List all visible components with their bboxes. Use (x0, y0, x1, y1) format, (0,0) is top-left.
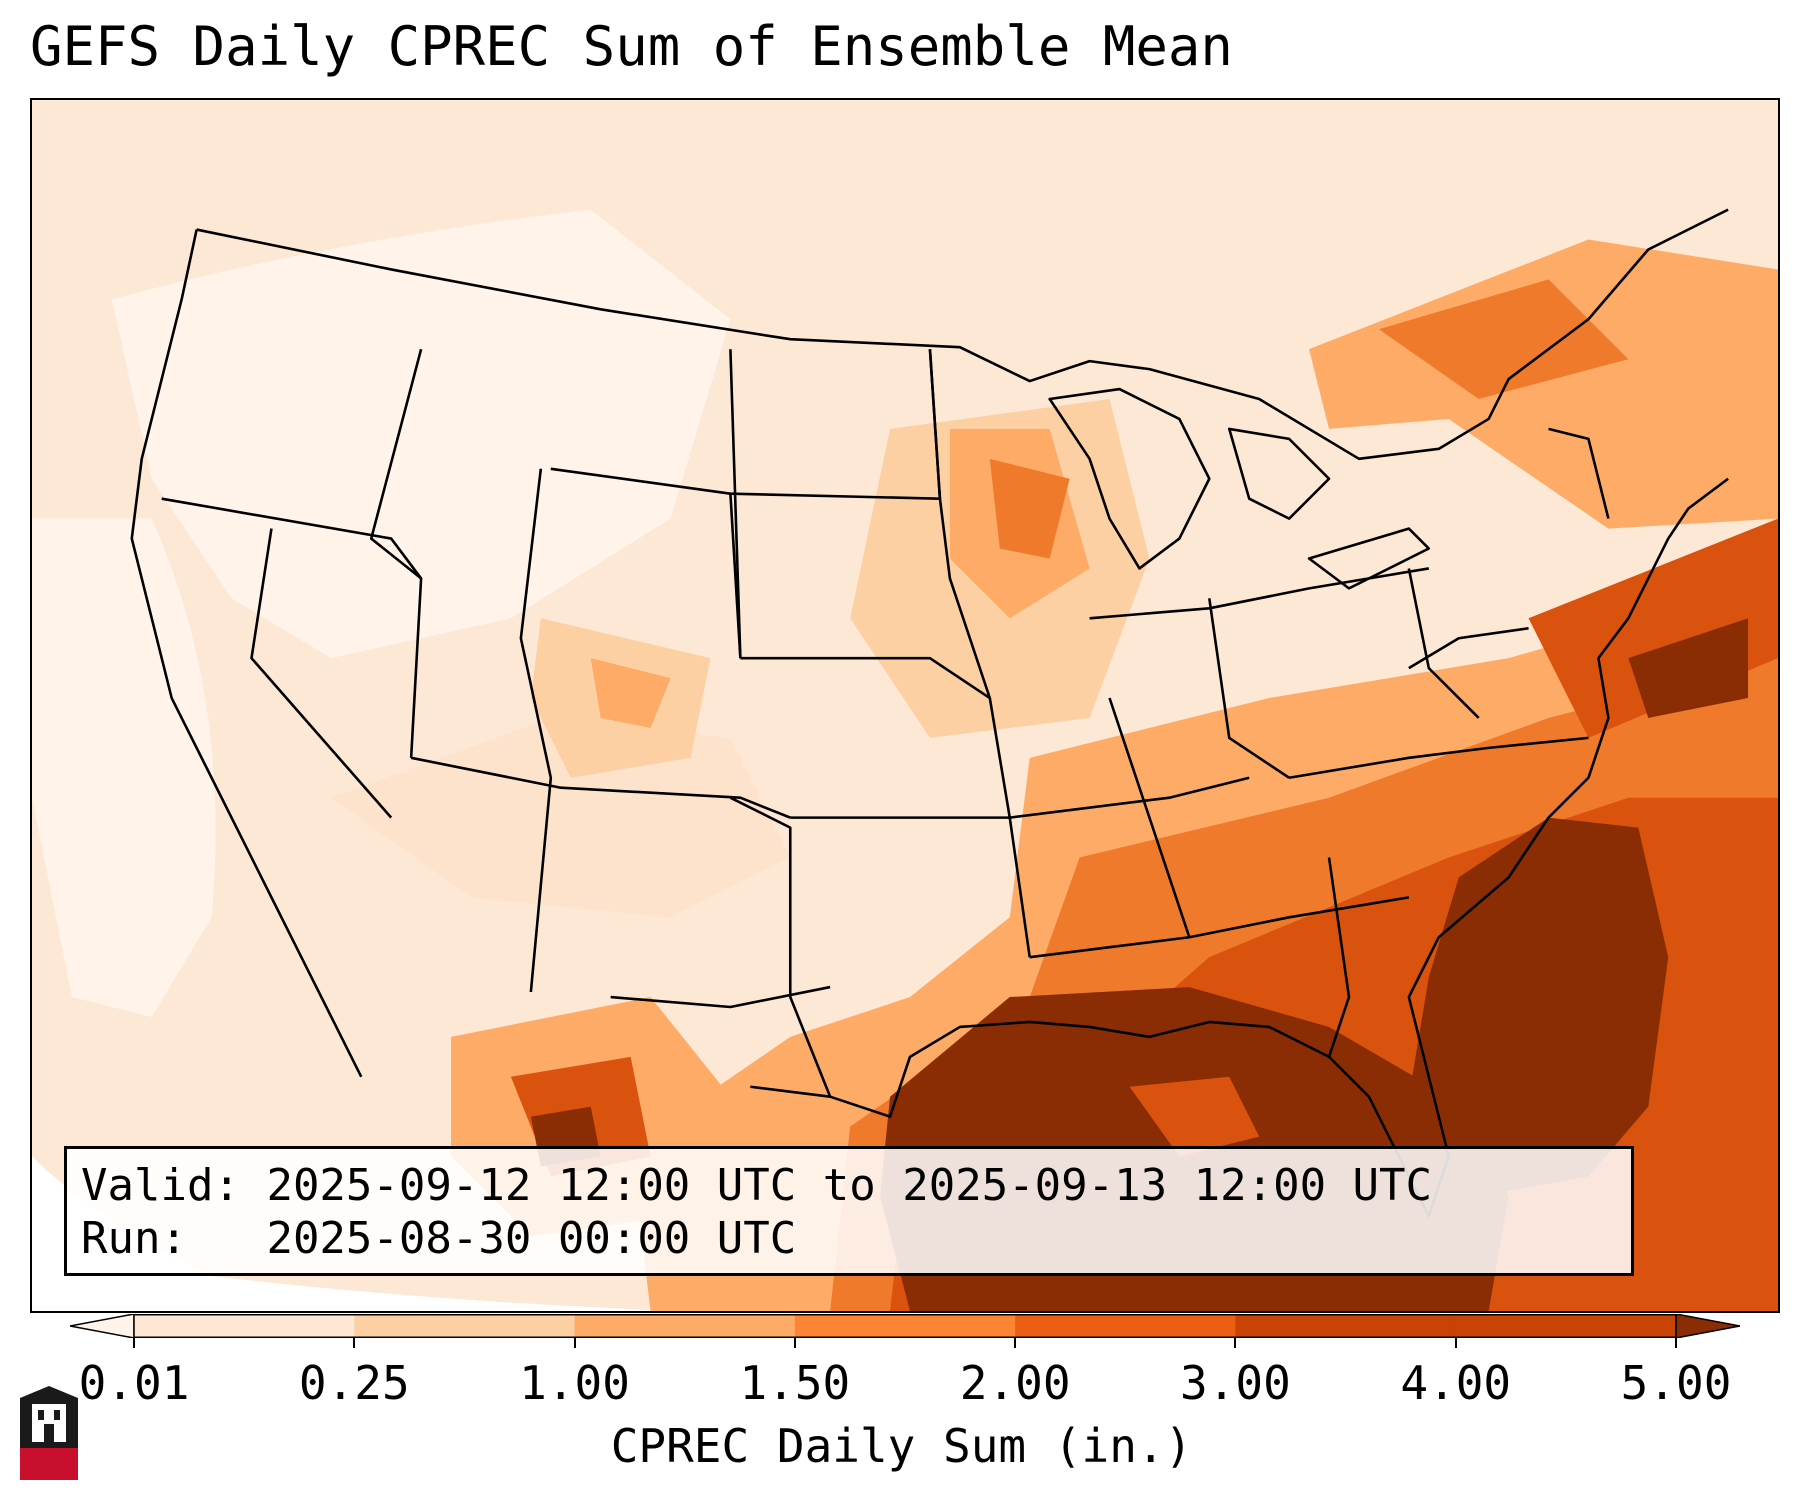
info-box: Valid: 2025-09-12 12:00 UTC to 2025-09-1… (64, 1146, 1634, 1276)
colorbar-tick-mark (353, 1338, 356, 1348)
run-label: Run: (81, 1213, 187, 1264)
colorbar-tick-mark (1234, 1338, 1237, 1348)
colorbar-segment (794, 1314, 1016, 1338)
colorbar-tick-label: 1.50 (739, 1356, 851, 1410)
colorbar-tick-label: 0.01 (78, 1356, 190, 1410)
great-lakes (1048, 387, 1211, 570)
colorbar-segment (354, 1314, 576, 1338)
precipitation-map (32, 100, 1778, 1311)
colorbar-tick-label: 5.00 (1620, 1356, 1732, 1410)
colorbar-tick-mark (1675, 1338, 1677, 1348)
colorbar-tick-label: 2.00 (959, 1356, 1071, 1410)
colorbar-tick-mark (573, 1338, 576, 1348)
colorbar-tick-label: 4.00 (1400, 1356, 1512, 1410)
colorbar-segment (1455, 1314, 1677, 1338)
colorbar-segment (1015, 1314, 1236, 1338)
colorbar-tick-label: 0.25 (298, 1356, 410, 1410)
valid-value: 2025-09-12 12:00 UTC to 2025-09-13 12:00… (266, 1160, 1433, 1211)
colorbar-segment (574, 1314, 796, 1338)
map-panel (30, 98, 1780, 1313)
colorbar-extend-low (70, 1314, 135, 1338)
pacific-coast (130, 229, 363, 1078)
colorbar-label: CPREC Daily Sum (in.) (610, 1419, 1193, 1473)
colorbar-tick-label: 3.00 (1180, 1356, 1291, 1410)
colorbar-tick-label: 1.00 (519, 1356, 630, 1410)
run-value: 2025-08-30 00:00 UTC (266, 1213, 797, 1264)
colorbar-tick-mark (1454, 1338, 1457, 1348)
colorbar (70, 1314, 1740, 1338)
canada-border (196, 208, 1729, 461)
colorbar-tick-mark (1014, 1338, 1017, 1348)
colorbar-extend-high (1675, 1314, 1740, 1338)
map-title: GEFS Daily CPREC Sum of Ensemble Mean (30, 15, 1233, 78)
colorbar-segment (134, 1314, 355, 1338)
niu-logo (20, 1386, 78, 1480)
colorbar-tick-mark (793, 1338, 796, 1348)
colorbar-outline (133, 1314, 1677, 1338)
valid-label: Valid: (81, 1160, 240, 1211)
colorbar-segment (1235, 1314, 1457, 1338)
colorbar-tick-mark (133, 1338, 135, 1348)
